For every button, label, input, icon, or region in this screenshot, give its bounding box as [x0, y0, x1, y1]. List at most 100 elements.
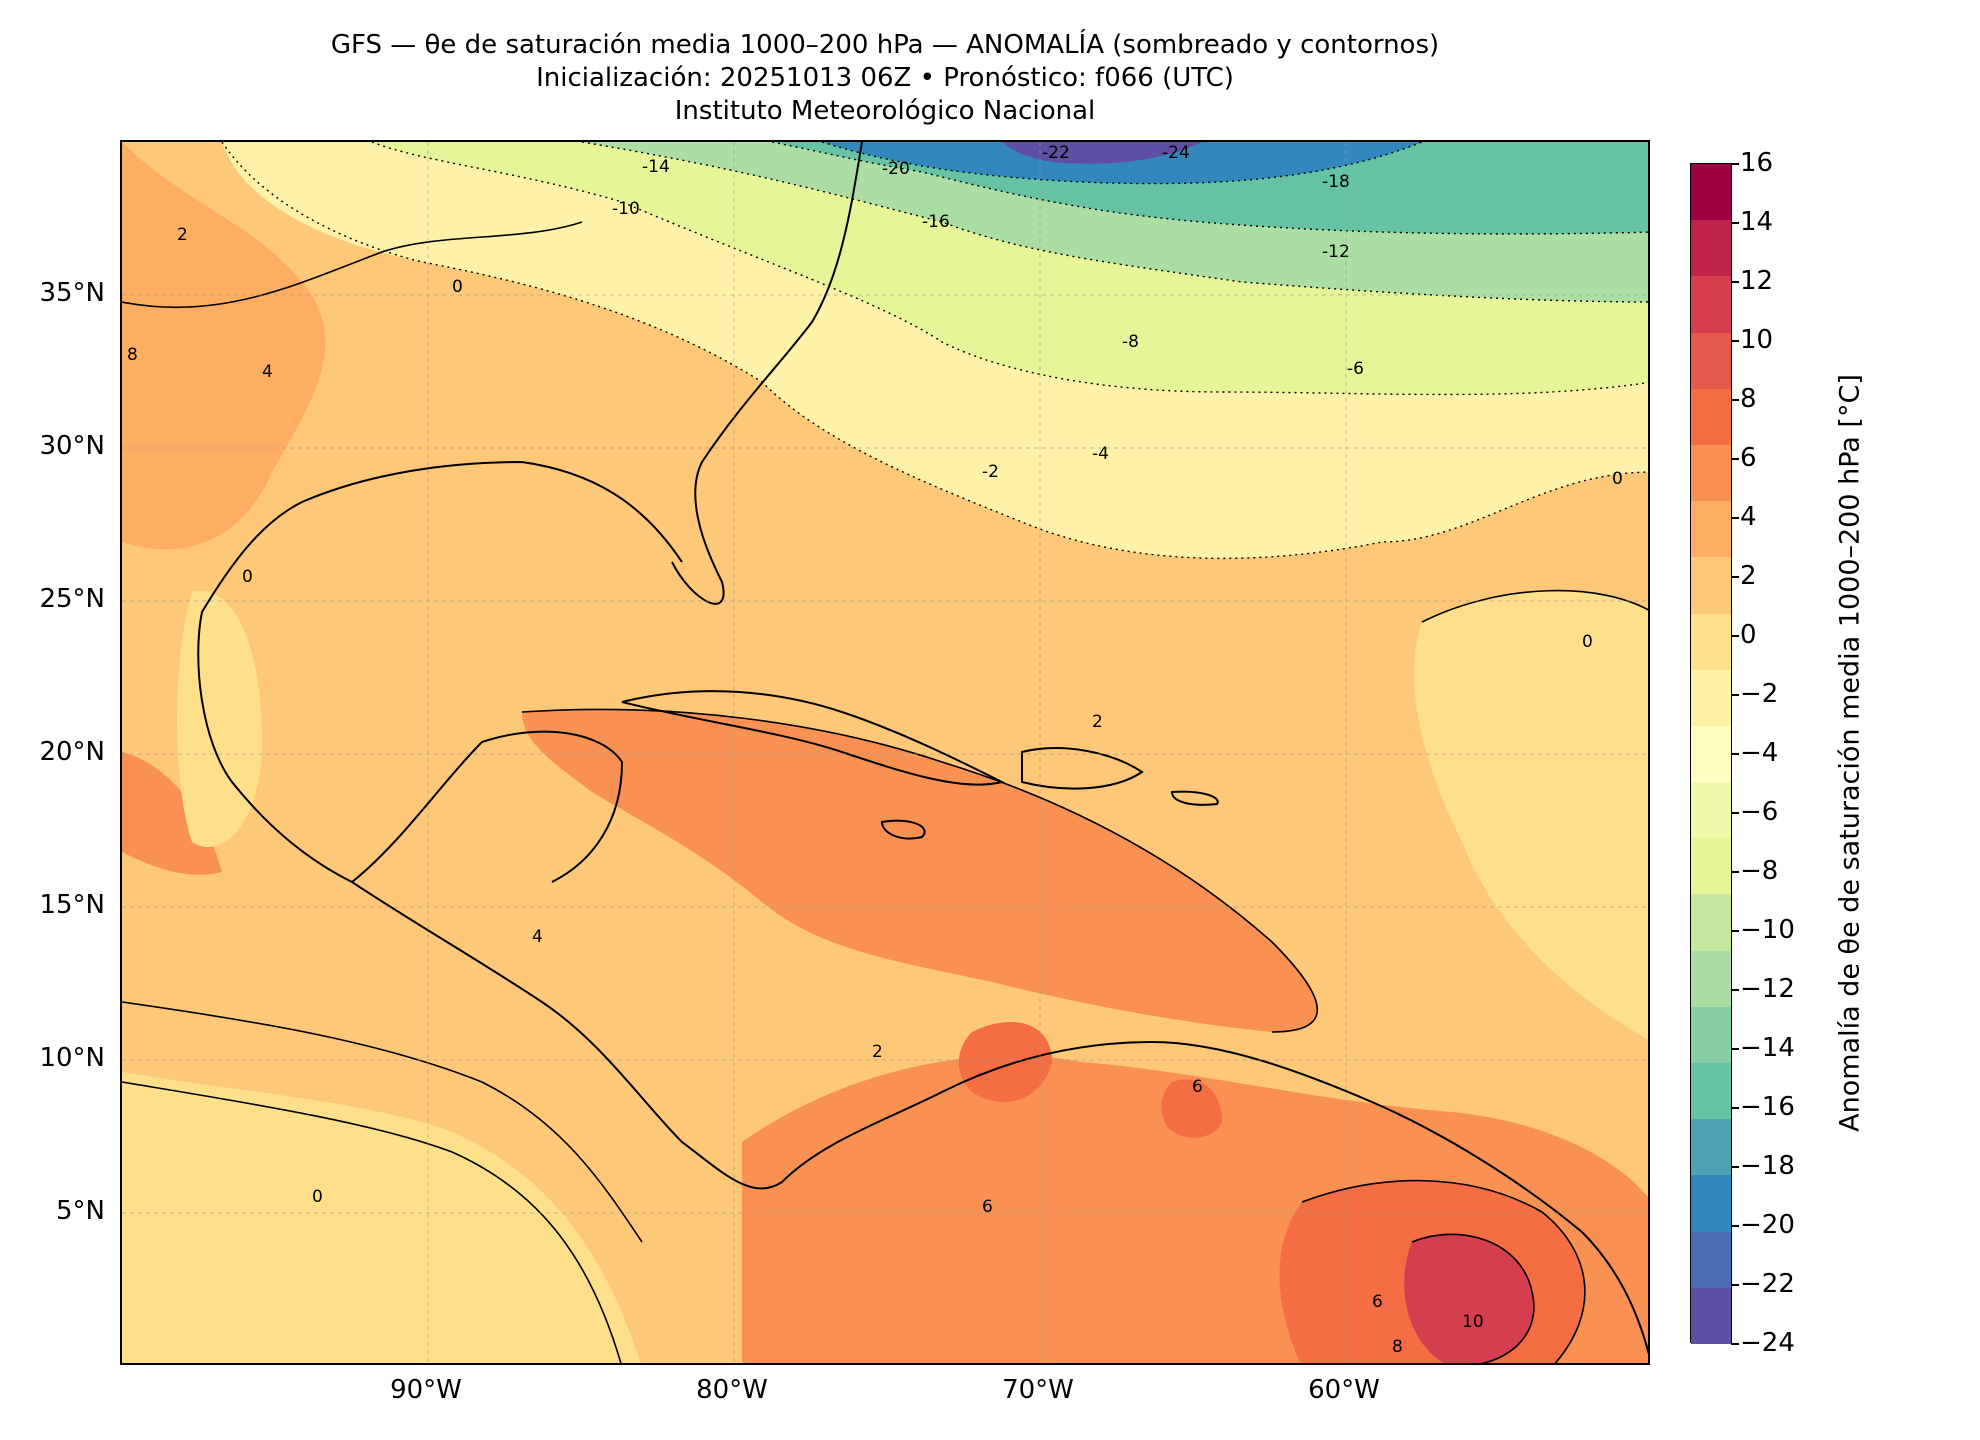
colorbar-tick-mark: [1731, 989, 1739, 991]
contour-label: 0: [1612, 469, 1623, 489]
contour-label: -22: [1042, 143, 1070, 163]
contour-label: 8: [127, 345, 138, 365]
contour-label: -12: [1322, 242, 1350, 262]
colorbar-tick-label: −18: [1740, 1151, 1795, 1181]
venezuela-hot-2: [1161, 1079, 1222, 1138]
puerto-rico: [1170, 790, 1219, 806]
colorbar-tick-label: −14: [1740, 1033, 1795, 1063]
colorbar-segment: [1691, 782, 1731, 839]
colorbar-segment: [1691, 613, 1731, 671]
colorbar-tick-label: −16: [1740, 1092, 1795, 1122]
contour-label: 4: [262, 362, 273, 382]
colorbar-tick-label: 4: [1740, 502, 1757, 532]
colorbar-tick-mark: [1731, 163, 1739, 165]
colorbar-tick-mark: [1731, 930, 1739, 932]
lat-label-35n: 35°N: [39, 278, 105, 308]
contour-label: 8: [1392, 1337, 1403, 1357]
jamaica: [880, 819, 926, 840]
colorbar-segment: [1691, 725, 1731, 783]
contour-label: -2: [982, 462, 999, 482]
map-institution: Instituto Meteorológico Nacional: [674, 96, 1096, 126]
contours-positive: [122, 221, 1648, 1363]
colorbar-tick-label: 6: [1740, 443, 1757, 473]
contour-label: -4: [1092, 444, 1109, 464]
colorbar-tick-label: −4: [1740, 738, 1779, 768]
colorbar-tick-mark: [1731, 1166, 1739, 1168]
lat-label-5n: 5°N: [56, 1196, 105, 1226]
colorbar-tick-mark: [1731, 458, 1739, 460]
colorbar-tick-mark: [1731, 871, 1739, 873]
contour-label: 4: [532, 927, 543, 947]
colorbar-segment: [1691, 1287, 1731, 1345]
central-america: [351, 881, 783, 1190]
colorbar-tick-label: −22: [1740, 1269, 1795, 1299]
colorbar-label: Anomalía de θe de saturación media 1000–…: [1834, 374, 1866, 1132]
colorbar-tick-mark: [1731, 1284, 1739, 1286]
map-title: GFS — θe de saturación media 1000–200 hP…: [330, 30, 1440, 60]
lat-label-20n: 20°N: [39, 737, 105, 767]
venezuela-hot: [958, 1022, 1052, 1102]
colorbar-segment: [1691, 276, 1731, 334]
contour-label: 6: [1372, 1292, 1383, 1312]
colorbar-tick-label: 14: [1740, 207, 1774, 237]
colorbar-tick-label: −12: [1740, 974, 1795, 1004]
lon-label-90w: 90°W: [390, 1375, 462, 1405]
pacific-cool: [122, 1072, 641, 1363]
contour-label: -16: [922, 212, 950, 232]
colorbar-tick-mark: [1731, 222, 1739, 224]
colorbar-tick-mark: [1731, 399, 1739, 401]
colorbar-segment: [1691, 894, 1731, 952]
contour-label: -6: [1347, 359, 1364, 379]
contour-label: -18: [1322, 172, 1350, 192]
lat-label-30n: 30°N: [39, 431, 105, 461]
hispaniola: [1021, 747, 1144, 790]
colorbar-segment: [1691, 1231, 1731, 1289]
colorbar-tick-label: −6: [1740, 797, 1779, 827]
colorbar-segment: [1691, 669, 1731, 727]
contour-label: 10: [1462, 1312, 1484, 1332]
colorbar-tick-mark: [1731, 1107, 1739, 1109]
colorbar-segment: [1691, 1063, 1731, 1120]
colorbar-segment: [1691, 164, 1731, 221]
colorbar-segment: [1691, 332, 1731, 390]
colorbar-segment: [1691, 1175, 1731, 1233]
contour-label: -24: [1162, 143, 1190, 163]
lon-label-80w: 80°W: [696, 1375, 768, 1405]
lat-label-10n: 10°N: [39, 1043, 105, 1073]
colorbar-tick-mark: [1731, 576, 1739, 578]
contour-label: -10: [612, 199, 640, 219]
lat-label-15n: 15°N: [39, 890, 105, 920]
contour-label: 0: [452, 277, 463, 297]
colorbar: [1690, 163, 1732, 1345]
contour-label: 6: [982, 1197, 993, 1217]
map-subtitle: Inicialización: 20251013 06Z • Pronóstic…: [536, 63, 1234, 93]
contour-label: 2: [177, 225, 188, 245]
anomaly-field: -22 -24 -20 -18 -14 -16 -10 -12 -8 -6 -4…: [122, 142, 1648, 1363]
warm-caribbean-4: [522, 709, 1318, 1032]
lat-label-25n: 25°N: [39, 584, 105, 614]
atlantic-east-cool: [1414, 590, 1648, 1040]
colorbar-segment: [1691, 1006, 1731, 1064]
contour-label: -8: [1122, 332, 1139, 352]
contour-label: 0: [1582, 632, 1593, 652]
cold-band-minus22: [1002, 142, 1202, 164]
south-america-hot-10: [1404, 1234, 1534, 1363]
colorbar-tick-mark: [1731, 635, 1739, 637]
colorbar-segment: [1691, 838, 1731, 895]
yucatan: [351, 730, 624, 883]
contour-label: 0: [312, 1187, 323, 1207]
colorbar-tick-label: −8: [1740, 856, 1779, 886]
contour-label: 2: [872, 1042, 883, 1062]
colorbar-tick-mark: [1731, 753, 1739, 755]
colorbar-tick-mark: [1731, 340, 1739, 342]
colorbar-segment: [1691, 1119, 1731, 1176]
coastlines: [197, 142, 1648, 1355]
colorbar-tick-label: −20: [1740, 1210, 1795, 1240]
colorbar-tick-label: 10: [1740, 325, 1774, 355]
colorbar-segment: [1691, 557, 1731, 615]
colorbar-tick-label: −2: [1740, 679, 1779, 709]
colorbar-segment: [1691, 444, 1731, 502]
colorbar-tick-label: 16: [1740, 148, 1774, 178]
colorbar-tick-mark: [1731, 281, 1739, 283]
colorbar-tick-label: 2: [1740, 561, 1757, 591]
